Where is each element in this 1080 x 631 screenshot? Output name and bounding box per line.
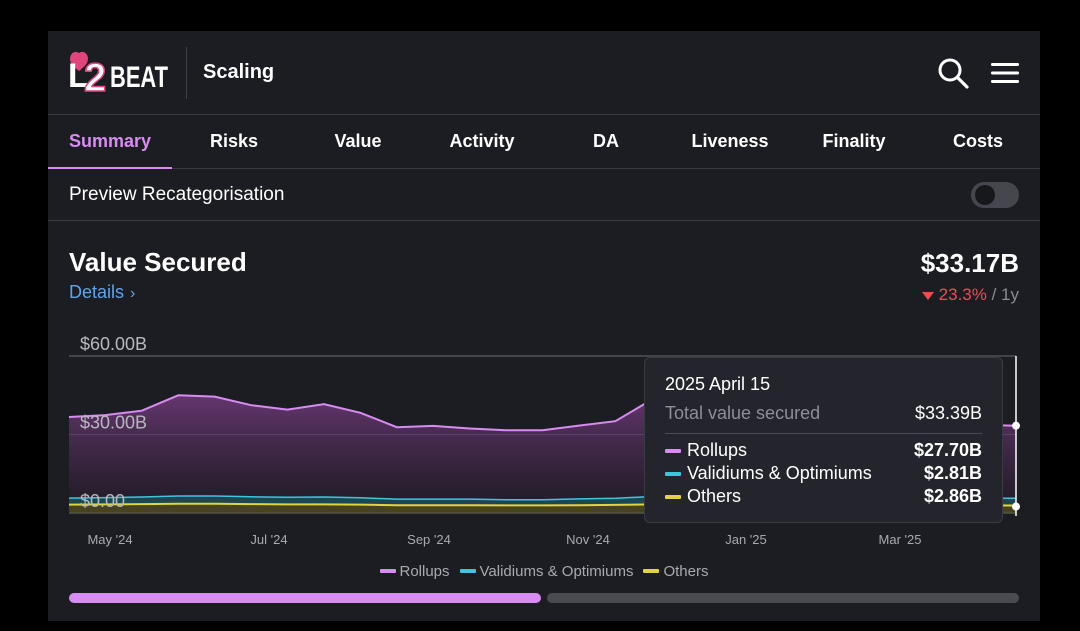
- y-tick-label: $30.00B: [80, 413, 147, 433]
- header-divider: [186, 47, 187, 99]
- l2beat-logo[interactable]: L 2 BEAT: [66, 45, 170, 103]
- tooltip-date: 2025 April 15: [665, 374, 771, 394]
- tooltip-row-label: Rollups: [687, 440, 748, 460]
- others-swatch: [665, 495, 681, 499]
- x-tick-label: Nov '24: [566, 532, 610, 547]
- tab-risks[interactable]: Risks: [209, 131, 259, 151]
- page-section-title: Scaling: [203, 61, 275, 83]
- triangle-down-icon: [921, 291, 934, 300]
- svg-text:BEAT: BEAT: [110, 61, 168, 94]
- change-percent: 23.3%: [938, 285, 987, 304]
- tooltip-row-others: Others $2.86B: [665, 486, 982, 508]
- tab-costs[interactable]: Costs: [952, 131, 1003, 151]
- chart-tooltip: 2025 April 15 Total value secured $33.39…: [644, 357, 1003, 523]
- svg-text:2: 2: [84, 56, 106, 100]
- tab-da[interactable]: DA: [593, 131, 619, 151]
- legend-swatch: [459, 569, 476, 573]
- legend-label: Rollups: [399, 562, 450, 580]
- tooltip-row-rollups: Rollups $27.70B: [665, 440, 982, 462]
- chevron-right-icon: ›: [130, 285, 136, 302]
- tooltip-row-value: $2.86B: [923, 486, 982, 506]
- hover-point-rollups: [1012, 421, 1020, 430]
- details-label[interactable]: Details: [69, 282, 125, 302]
- tab-activity[interactable]: Activity: [449, 131, 515, 151]
- y-tick-label: $60.00B: [80, 334, 147, 354]
- details-link[interactable]: Details ›: [69, 282, 135, 303]
- value-change: 23.3% / 1y: [921, 285, 1019, 305]
- legend-label: Others: [663, 562, 709, 580]
- legend-item-rollups[interactable]: Rollups: [379, 562, 450, 580]
- tooltip-row-value: $27.70B: [913, 440, 982, 460]
- legend-label: Validiums & Optimiums: [479, 562, 634, 580]
- tooltip-row-validiums: Validiums & Optimiums $2.81B: [665, 463, 982, 485]
- tooltip-divider: [665, 433, 982, 434]
- tooltip-total-label: Total value secured: [665, 403, 821, 423]
- y-tick-label: $0.00: [80, 491, 125, 511]
- legend-item-others[interactable]: Others: [643, 563, 708, 580]
- validiums-swatch: [665, 472, 681, 476]
- x-tick-label: Sep '24: [407, 532, 451, 547]
- range-slider-selection[interactable]: [69, 593, 541, 603]
- toggle-knob: [975, 185, 995, 205]
- range-slider-track[interactable]: [547, 593, 1019, 603]
- total-value-secured: $33.17B: [920, 248, 1019, 278]
- hamburger-menu-icon[interactable]: [990, 59, 1020, 87]
- x-tick-label: Jul '24: [250, 532, 287, 547]
- tooltip-row-label: Validiums & Optimiums: [687, 463, 872, 483]
- tooltip-total-value: $33.39B: [914, 403, 982, 423]
- chart-legend: Rollups Validiums & Optimiums Others: [48, 561, 1040, 581]
- svg-text:L: L: [68, 57, 89, 95]
- change-period: / 1y: [991, 285, 1019, 304]
- tab-summary[interactable]: Summary: [48, 115, 172, 169]
- value-secured-title: Value Secured: [69, 247, 247, 277]
- tooltip-row-value: $2.81B: [923, 463, 982, 483]
- legend-item-validiums[interactable]: Validiums & Optimiums: [459, 562, 634, 580]
- hover-point-others: [1012, 502, 1020, 511]
- legend-swatch: [643, 569, 660, 573]
- tab-value[interactable]: Value: [334, 131, 382, 151]
- preview-recategorisation-label: Preview Recategorisation: [69, 184, 285, 205]
- x-tick-label: May '24: [87, 532, 132, 547]
- tab-liveness[interactable]: Liveness: [691, 131, 769, 151]
- preview-recategorisation-toggle[interactable]: [971, 182, 1019, 208]
- rollups-swatch: [665, 449, 681, 453]
- search-icon[interactable]: [936, 56, 970, 90]
- tab-bar: Summary Risks Value Activity DA Liveness…: [48, 115, 1040, 169]
- preview-recategorisation-row: Preview Recategorisation: [48, 169, 1040, 221]
- legend-swatch: [379, 569, 396, 573]
- app-window: L 2 BEAT Scaling Summary Risks Value Act…: [48, 31, 1040, 621]
- x-tick-label: Jan '25: [725, 532, 767, 547]
- header: L 2 BEAT Scaling: [48, 31, 1040, 115]
- x-tick-label: Mar '25: [879, 532, 922, 547]
- tab-finality[interactable]: Finality: [822, 131, 886, 151]
- tooltip-row-label: Others: [687, 486, 742, 506]
